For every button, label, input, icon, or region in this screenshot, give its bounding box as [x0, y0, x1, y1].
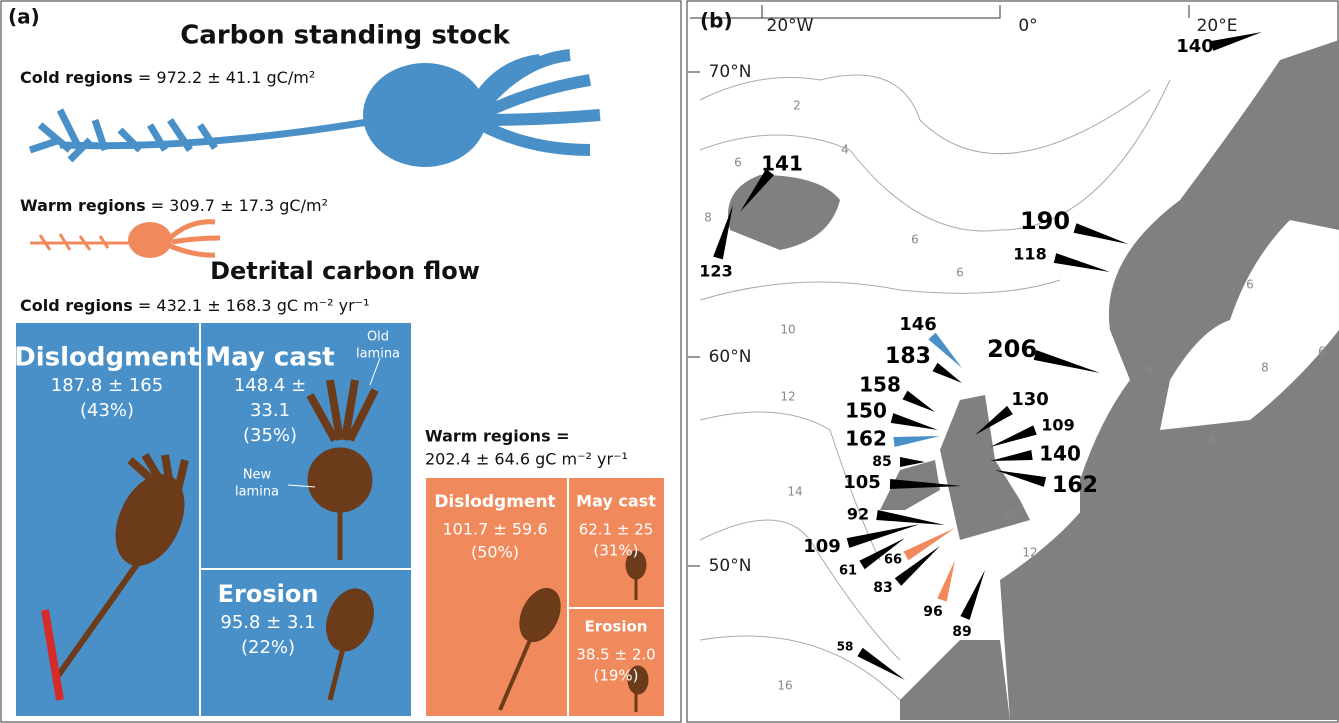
site-value: 123 — [699, 262, 732, 281]
contour-label: 6 — [1209, 434, 1217, 448]
contour-label: 16 — [777, 679, 792, 693]
longitude-label: 20°W — [767, 16, 814, 36]
site-value: 85 — [872, 454, 891, 470]
site-value: 58 — [837, 640, 854, 654]
box-value: 187.8 ± 165 — [51, 375, 163, 396]
box-value: (35%) — [243, 425, 297, 446]
box-title: Erosion — [218, 580, 319, 608]
value: = 309.7 ± 17.3 gC/m² — [151, 196, 328, 215]
site-value: 83 — [873, 580, 892, 596]
annotation: Old — [367, 330, 389, 345]
site-value: 141 — [761, 152, 803, 176]
name: Cold regions — [20, 296, 133, 315]
contour-label: 8 — [1261, 361, 1269, 375]
box-value: 148.4 ± — [234, 375, 306, 396]
flow-warm-name: Warm regions = — [425, 427, 570, 446]
box-title: May cast — [576, 492, 656, 511]
latitude-label: 60°N — [709, 347, 752, 367]
value: = 972.2 ± 41.1 gC/m² — [138, 68, 315, 87]
longitude-label: 0° — [1018, 16, 1037, 36]
site-value: 105 — [843, 472, 881, 493]
box-value: 33.1 — [250, 400, 290, 421]
contour-label: 6 — [1318, 345, 1326, 359]
contour-label: 14 — [787, 485, 802, 499]
contour-label: 2 — [793, 99, 801, 113]
contour-label: 8 — [1146, 363, 1154, 377]
latitude-label: 70°N — [709, 62, 752, 82]
name: Warm regions — [20, 196, 146, 215]
site-value: 150 — [845, 399, 887, 423]
contour-label: 6 — [956, 266, 964, 280]
flow-warm-value: 202.4 ± 64.6 gC m⁻² yr⁻¹ — [425, 450, 628, 469]
site-value: 66 — [884, 553, 902, 568]
panel-label: (a) — [8, 5, 40, 29]
contour-label: 12 — [1022, 546, 1037, 560]
box-value: (31%) — [593, 542, 638, 560]
site-value: 183 — [885, 344, 931, 369]
box-title: May cast — [205, 343, 334, 373]
box-value: 38.5 ± 2.0 — [576, 646, 655, 664]
site-value: 162 — [845, 427, 887, 451]
stock-cold: Cold regions = 972.2 ± 41.1 gC/m² — [20, 68, 315, 87]
annotation: lamina — [356, 347, 400, 362]
contour-label: 6 — [911, 233, 919, 247]
annotation: New — [243, 468, 272, 483]
contour-label: 6 — [1246, 278, 1254, 292]
box-title: Dislodgment — [434, 492, 555, 512]
figure: (a) Carbon standing stock Cold regions =… — [0, 0, 1339, 723]
site-value: 206 — [987, 335, 1037, 363]
stock-warm: Warm regions = 309.7 ± 17.3 gC/m² — [20, 196, 328, 215]
contour-label: 8 — [704, 211, 712, 225]
box-title: Dislodgment — [14, 343, 200, 373]
site-value: 146 — [899, 314, 937, 335]
site-value: 89 — [952, 624, 971, 640]
site-value: 158 — [859, 373, 901, 397]
box-value: (43%) — [80, 400, 134, 421]
title: Detrital carbon flow — [210, 257, 480, 285]
site-value: 140 — [1039, 442, 1081, 466]
contour-label: 4 — [841, 143, 849, 157]
name: Cold regions — [20, 68, 133, 87]
longitude-label: 20°E — [1197, 16, 1238, 36]
box-value: (22%) — [241, 637, 295, 658]
contour-label: 10 — [1002, 508, 1017, 522]
box-value: 101.7 ± 59.6 — [442, 520, 547, 539]
contour-label: 10 — [780, 323, 795, 337]
site-value: 109 — [803, 536, 841, 557]
value: = 432.1 ± 168.3 gC m⁻² yr⁻¹ — [138, 296, 370, 315]
site-value: 162 — [1052, 473, 1098, 498]
site-value: 92 — [847, 505, 869, 524]
annotation: lamina — [235, 485, 279, 500]
site-value: 190 — [1020, 207, 1070, 235]
latitude-label: 50°N — [709, 556, 752, 576]
site-value: 109 — [1041, 416, 1074, 435]
site-value: 140 — [1176, 36, 1214, 57]
box-value: (19%) — [593, 667, 638, 685]
contour-label: 6 — [734, 156, 742, 170]
panel-label: (b) — [700, 9, 733, 33]
box-value: 62.1 ± 25 — [579, 521, 654, 539]
flow-cold: Cold regions = 432.1 ± 168.3 gC m⁻² yr⁻¹ — [20, 296, 370, 315]
contour-label: 12 — [780, 390, 795, 404]
site-value: 130 — [1011, 389, 1049, 410]
box-value: (50%) — [471, 543, 519, 562]
box-title: Erosion — [584, 618, 647, 636]
site-value: 61 — [839, 564, 857, 579]
site-value: 96 — [923, 604, 942, 620]
site-value: 118 — [1013, 245, 1046, 264]
box-value: 95.8 ± 3.1 — [220, 612, 315, 633]
title: Carbon standing stock — [180, 21, 510, 51]
